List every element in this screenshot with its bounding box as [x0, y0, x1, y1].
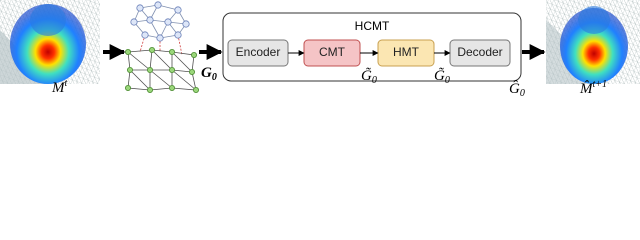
label-base: Ĝ [509, 80, 520, 97]
label-sup: t [65, 78, 68, 89]
model-box [222, 12, 522, 82]
module-label: Encoder [236, 45, 281, 59]
output-mesh [546, 0, 640, 84]
label-base: M̂ [579, 81, 594, 97]
label-sup: t+1 [593, 79, 608, 90]
input-mesh [0, 0, 100, 84]
label-base: G̃ [434, 67, 445, 84]
label-base: G̃ [361, 67, 372, 84]
input-label: Mt [51, 78, 68, 96]
label-sub: 0 [372, 75, 377, 86]
module-label: HMT [393, 45, 420, 59]
label-sub: 0 [212, 72, 217, 83]
label-sub: 0 [520, 88, 525, 97]
label-sub: 0 [445, 75, 450, 86]
graph-label: G0 [201, 65, 217, 83]
module-label: Decoder [457, 45, 502, 59]
label-base: G [201, 65, 212, 81]
output-label: M̂t+1 [579, 79, 607, 97]
graph-icon [125, 1, 199, 94]
model-title: HCMT [355, 19, 390, 33]
label-base: M [51, 80, 66, 96]
module-label: CMT [319, 45, 346, 59]
intermediate-label: G̃0 [434, 67, 450, 86]
output-graph-label: Ĝ0 [509, 80, 525, 97]
intermediate-label: G̃0 [361, 67, 377, 86]
